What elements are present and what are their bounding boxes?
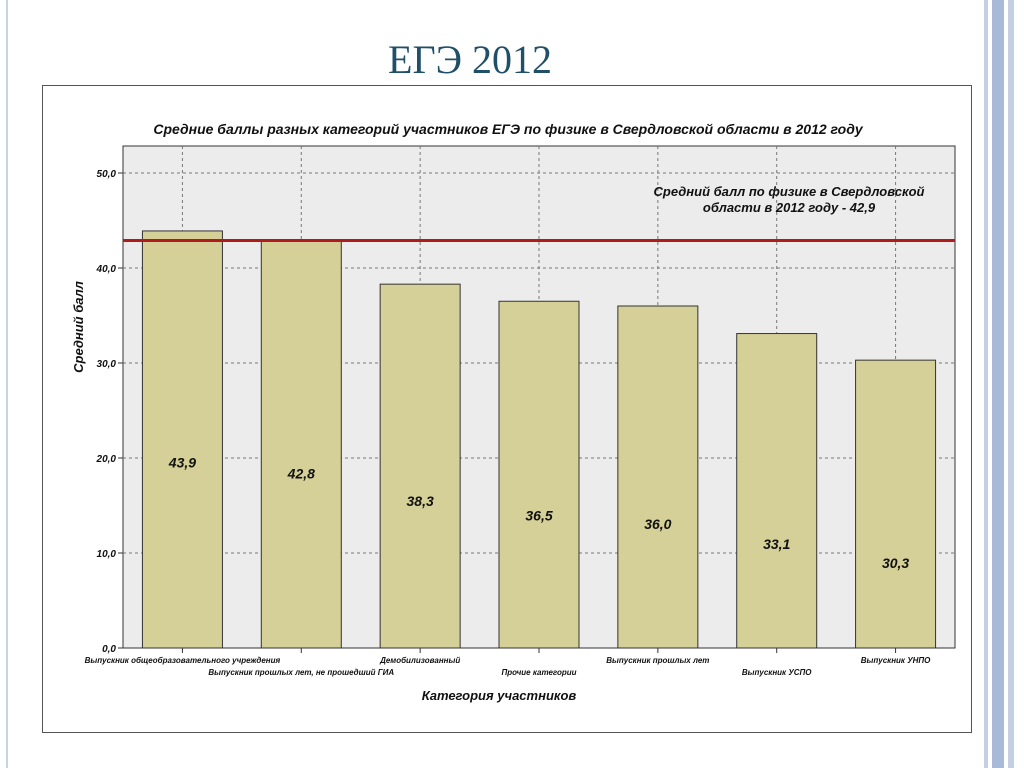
y-axis: 0,0 10,0 20,0 30,0 40,0 50,0 <box>96 169 123 655</box>
y-tick-label: 0,0 <box>102 644 116 655</box>
x-tick-label: Демобилизованный <box>379 656 460 665</box>
bar-chart: Средние баллы разных категорий участнико… <box>71 121 956 703</box>
y-tick-label: 40,0 <box>96 264 117 275</box>
bar <box>141 230 223 649</box>
bar-value-label: 38,3 <box>407 493 434 509</box>
bar-value-label: 36,5 <box>525 508 552 524</box>
bar <box>260 240 342 649</box>
bar <box>855 359 937 649</box>
bar <box>379 283 461 649</box>
y-tick-label: 50,0 <box>97 169 117 180</box>
x-tick-label: Выпускник общеобразовательного учреждени… <box>85 656 281 665</box>
slide-title: ЕГЭ 2012 <box>388 37 552 82</box>
y-tick-label: 10,0 <box>97 549 117 560</box>
slide-right-stripes <box>980 0 1024 768</box>
bar <box>617 305 699 649</box>
bars-group: 43,9 42,8 38,3 36,5 36,0 33,1 30,3 <box>141 230 937 649</box>
bar-value-label: 30,3 <box>882 555 909 571</box>
x-tick-label: Выпускник УСПО <box>742 668 812 677</box>
bar <box>736 333 818 649</box>
x-tick-label: Выпускник УНПО <box>861 656 931 665</box>
bar <box>498 300 580 649</box>
y-axis-label: Средний балл <box>71 281 86 373</box>
chart-frame: Средние баллы разных категорий участнико… <box>42 85 972 733</box>
y-tick-label: 30,0 <box>97 359 117 370</box>
x-tick-label: Выпускник прошлых лет, не прошедший ГИА <box>208 668 394 677</box>
reference-label-line1: Средний балл по физике в Свердловской <box>654 184 925 199</box>
x-axis-label: Категория участников <box>422 688 577 703</box>
bar-value-label: 42,8 <box>287 466 315 482</box>
x-tick-label: Выпускник прошлых лет <box>606 656 709 665</box>
y-tick-label: 20,0 <box>96 454 117 465</box>
chart-title: Средние баллы разных категорий участнико… <box>153 121 864 137</box>
bar-value-label: 43,9 <box>168 454 196 470</box>
bar-value-label: 36,0 <box>644 516 671 532</box>
reference-label-line2: области в 2012 году - 42,9 <box>703 200 876 215</box>
bar-value-label: 33,1 <box>763 536 790 552</box>
slide-left-border <box>0 0 12 768</box>
x-axis: Выпускник общеобразовательного учреждени… <box>85 648 931 677</box>
x-tick-label: Прочие категории <box>501 668 576 677</box>
